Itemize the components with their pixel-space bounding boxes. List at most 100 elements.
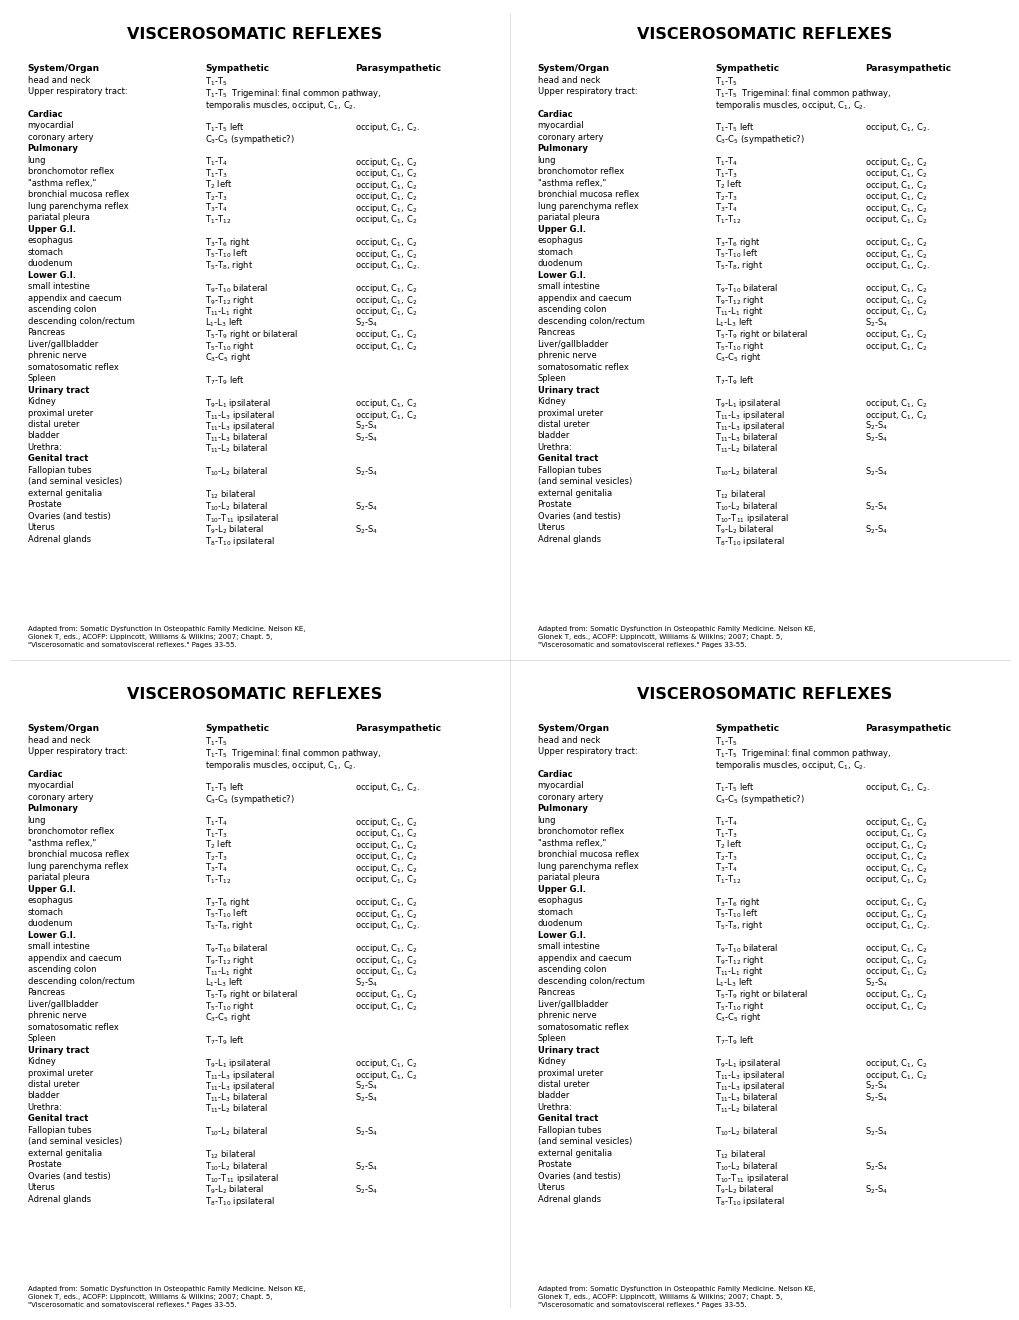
Text: Fallopian tubes: Fallopian tubes: [537, 1126, 600, 1135]
Text: T$_3$-T$_4$: T$_3$-T$_4$: [205, 862, 227, 874]
Text: T$_1$-T$_3$: T$_1$-T$_3$: [714, 168, 737, 180]
Text: T$_{10}$-T$_{11}$ ipsilateral: T$_{10}$-T$_{11}$ ipsilateral: [714, 512, 788, 525]
Text: T$_{10}$-L$_2$ bilateral: T$_{10}$-L$_2$ bilateral: [714, 1126, 777, 1138]
Text: T$_{10}$-L$_2$ bilateral: T$_{10}$-L$_2$ bilateral: [205, 1126, 268, 1138]
Text: occiput, C$_1$, C$_2$: occiput, C$_1$, C$_2$: [355, 989, 417, 1001]
Text: ascending colon: ascending colon: [28, 965, 96, 974]
Text: S$_2$-S$_4$: S$_2$-S$_4$: [355, 1183, 378, 1196]
Text: C$_3$-C$_5$ (sympathetic?): C$_3$-C$_5$ (sympathetic?): [205, 133, 294, 147]
Text: Liver/gallbladder: Liver/gallbladder: [28, 999, 99, 1008]
Text: lung parenchyma reflex: lung parenchyma reflex: [28, 202, 128, 211]
Text: S$_2$-S$_4$: S$_2$-S$_4$: [864, 317, 888, 329]
Text: somatosomatic reflex: somatosomatic reflex: [537, 363, 628, 372]
Text: T$_1$-T$_5$: T$_1$-T$_5$: [205, 75, 227, 88]
Text: Adapted from: Somatic Dysfunction in Osteopathic Family Medicine. Nelson KE,
Glo: Adapted from: Somatic Dysfunction in Ost…: [537, 1286, 814, 1308]
Text: T$_2$ left: T$_2$ left: [205, 180, 232, 191]
Text: T$_2$ left: T$_2$ left: [714, 840, 742, 851]
Text: occiput, C$_1$, C$_2$: occiput, C$_1$, C$_2$: [355, 408, 417, 421]
Text: T$_5$-T$_9$ right or bilateral: T$_5$-T$_9$ right or bilateral: [205, 329, 298, 341]
Text: head and neck: head and neck: [28, 735, 90, 744]
Text: occiput, C$_1$, C$_2$: occiput, C$_1$, C$_2$: [864, 305, 926, 318]
Text: T$_9$-T$_{12}$ right: T$_9$-T$_{12}$ right: [714, 954, 763, 966]
Text: coronary artery: coronary artery: [28, 133, 93, 143]
Text: T$_{11}$-L$_3$ ipsilateral: T$_{11}$-L$_3$ ipsilateral: [714, 420, 784, 433]
Text: Pulmonary: Pulmonary: [537, 144, 588, 153]
Text: distal ureter: distal ureter: [28, 420, 79, 429]
Text: T$_5$-T$_{10}$ left: T$_5$-T$_{10}$ left: [205, 908, 248, 920]
Text: S$_2$-S$_4$: S$_2$-S$_4$: [355, 977, 378, 989]
Text: somatosomatic reflex: somatosomatic reflex: [28, 363, 118, 372]
Text: T$_1$-T$_{12}$: T$_1$-T$_{12}$: [205, 874, 231, 886]
Text: occiput, C$_1$, C$_2$: occiput, C$_1$, C$_2$: [355, 1057, 417, 1071]
Text: occiput, C$_1$, C$_2$: occiput, C$_1$, C$_2$: [864, 339, 926, 352]
Text: occiput, C$_1$, C$_2$: occiput, C$_1$, C$_2$: [864, 942, 926, 956]
Text: Genital tract: Genital tract: [28, 454, 88, 463]
Text: Kidney: Kidney: [537, 1057, 566, 1067]
Text: T$_9$-T$_{12}$ right: T$_9$-T$_{12}$ right: [205, 954, 254, 966]
Text: Urethra:: Urethra:: [537, 1104, 572, 1111]
Text: T$_1$-T$_3$: T$_1$-T$_3$: [205, 168, 227, 180]
Text: bronchomotor reflex: bronchomotor reflex: [28, 828, 114, 837]
Text: T$_9$-T$_{10}$ bilateral: T$_9$-T$_{10}$ bilateral: [714, 282, 777, 294]
Text: T$_9$-T$_{12}$ right: T$_9$-T$_{12}$ right: [714, 294, 763, 306]
Text: proximal ureter: proximal ureter: [537, 1068, 602, 1077]
Text: ascending colon: ascending colon: [28, 305, 96, 314]
Text: descending colon/rectum: descending colon/rectum: [28, 977, 135, 986]
Text: T$_{11}$-L$_3$ bilateral: T$_{11}$-L$_3$ bilateral: [205, 1092, 268, 1104]
Text: occiput, C$_1$, C$_2$: occiput, C$_1$, C$_2$: [355, 816, 417, 829]
Text: bronchomotor reflex: bronchomotor reflex: [28, 168, 114, 177]
Text: coronary artery: coronary artery: [537, 793, 602, 803]
Text: T$_{10}$-T$_{11}$ ipsilateral: T$_{10}$-T$_{11}$ ipsilateral: [205, 1172, 278, 1185]
Text: bladder: bladder: [28, 1092, 60, 1101]
Text: T$_1$-T$_5$  Trigeminal: final common pathway,: T$_1$-T$_5$ Trigeminal: final common pat…: [205, 747, 381, 760]
Text: T$_9$-L$_2$ bilateral: T$_9$-L$_2$ bilateral: [205, 523, 264, 536]
Text: T$_{11}$-L$_1$ right: T$_{11}$-L$_1$ right: [205, 965, 254, 978]
Text: Lower G.I.: Lower G.I.: [537, 271, 585, 280]
Text: (and seminal vesicles): (and seminal vesicles): [537, 1138, 631, 1146]
Text: pariatal pleura: pariatal pleura: [537, 214, 599, 222]
Text: Upper respiratory tract:: Upper respiratory tract:: [537, 747, 637, 756]
Text: occiput, C$_1$, C$_2$: occiput, C$_1$, C$_2$: [864, 282, 926, 296]
Text: S$_2$-S$_4$: S$_2$-S$_4$: [355, 500, 378, 513]
Text: occiput, C$_1$, C$_2$.: occiput, C$_1$, C$_2$.: [864, 121, 928, 135]
Text: T$_{10}$-L$_2$ bilateral: T$_{10}$-L$_2$ bilateral: [205, 1160, 268, 1173]
Text: C$_3$-C$_5$ right: C$_3$-C$_5$ right: [205, 351, 252, 364]
Text: occiput, C$_1$, C$_2$: occiput, C$_1$, C$_2$: [355, 908, 417, 921]
Text: T$_{11}$-L$_2$ bilateral: T$_{11}$-L$_2$ bilateral: [205, 444, 268, 455]
Text: T$_3$-T$_4$: T$_3$-T$_4$: [714, 202, 737, 214]
Text: appendix and caecum: appendix and caecum: [28, 294, 121, 302]
Text: proximal ureter: proximal ureter: [28, 408, 93, 417]
Text: T$_1$-T$_5$  Trigeminal: final common pathway,: T$_1$-T$_5$ Trigeminal: final common pat…: [205, 87, 381, 100]
Text: T$_1$-T$_4$: T$_1$-T$_4$: [714, 156, 737, 169]
Text: occiput, C$_1$, C$_2$: occiput, C$_1$, C$_2$: [355, 942, 417, 956]
Text: occiput, C$_1$, C$_2$.: occiput, C$_1$, C$_2$.: [355, 121, 419, 135]
Text: duodenum: duodenum: [537, 919, 583, 928]
Text: occiput, C$_1$, C$_2$.: occiput, C$_1$, C$_2$.: [355, 919, 419, 932]
Text: T$_5$-T$_9$ right or bilateral: T$_5$-T$_9$ right or bilateral: [205, 989, 298, 1001]
Text: small intestine: small intestine: [28, 282, 90, 292]
Text: S$_2$-S$_4$: S$_2$-S$_4$: [864, 1080, 888, 1093]
Text: T$_{12}$ bilateral: T$_{12}$ bilateral: [714, 488, 765, 502]
Text: T$_7$-T$_9$ left: T$_7$-T$_9$ left: [205, 374, 245, 387]
Text: T$_1$-T$_{12}$: T$_1$-T$_{12}$: [205, 214, 231, 226]
Text: occiput, C$_1$, C$_2$: occiput, C$_1$, C$_2$: [864, 248, 926, 261]
Text: T$_1$-T$_5$: T$_1$-T$_5$: [714, 735, 737, 748]
Text: S$_2$-S$_4$: S$_2$-S$_4$: [864, 466, 888, 478]
Text: T$_{11}$-L$_2$ bilateral: T$_{11}$-L$_2$ bilateral: [205, 1104, 268, 1115]
Text: T$_{11}$-L$_3$ ipsilateral: T$_{11}$-L$_3$ ipsilateral: [205, 1068, 274, 1081]
Text: Upper respiratory tract:: Upper respiratory tract:: [537, 87, 637, 96]
Text: Spleen: Spleen: [28, 374, 56, 383]
Text: bronchial mucosa reflex: bronchial mucosa reflex: [28, 190, 128, 199]
Text: T$_{12}$ bilateral: T$_{12}$ bilateral: [205, 488, 256, 502]
Text: T$_1$-T$_4$: T$_1$-T$_4$: [714, 816, 737, 829]
Text: T$_{12}$ bilateral: T$_{12}$ bilateral: [714, 1148, 765, 1162]
Text: T$_{11}$-L$_3$ ipsilateral: T$_{11}$-L$_3$ ipsilateral: [205, 408, 274, 421]
Text: pariatal pleura: pariatal pleura: [537, 874, 599, 882]
Text: ascending colon: ascending colon: [537, 965, 605, 974]
Text: (and seminal vesicles): (and seminal vesicles): [28, 1138, 121, 1146]
Text: occiput, C$_1$, C$_2$: occiput, C$_1$, C$_2$: [864, 954, 926, 966]
Text: T$_{11}$-L$_1$ right: T$_{11}$-L$_1$ right: [714, 965, 763, 978]
Text: T$_1$-T$_5$ left: T$_1$-T$_5$ left: [205, 121, 245, 135]
Text: head and neck: head and neck: [537, 735, 599, 744]
Text: L$_1$-L$_3$ left: L$_1$-L$_3$ left: [205, 317, 244, 329]
